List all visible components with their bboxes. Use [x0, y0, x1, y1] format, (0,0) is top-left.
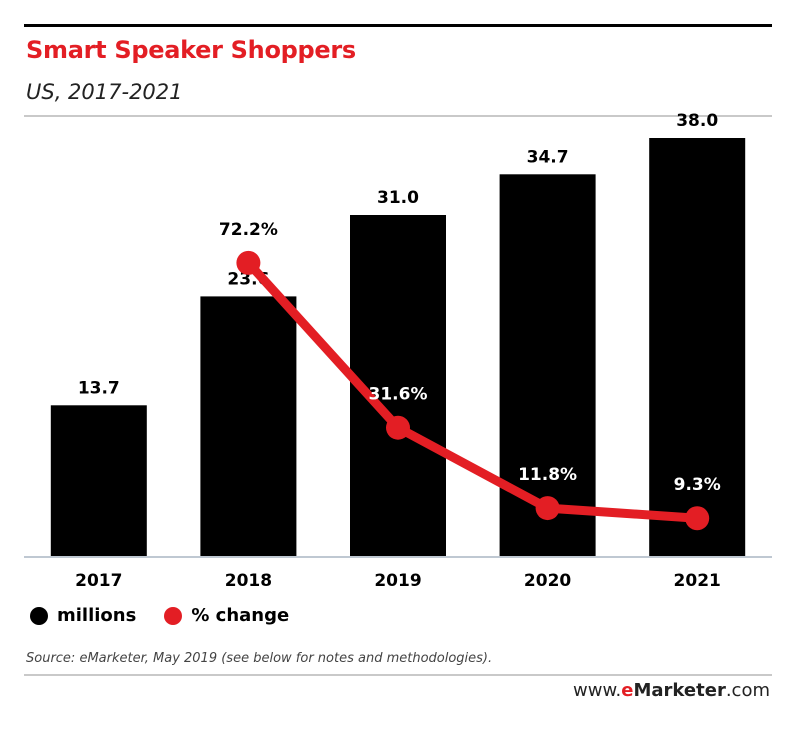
- x-tick-label-2020: 2020: [524, 571, 571, 591]
- legend-item-pct-change: % change: [164, 605, 289, 626]
- pct-change-line: [243, 258, 702, 523]
- x-tick-label-2019: 2019: [374, 571, 421, 591]
- top-rule: [24, 24, 772, 27]
- brand-accent: e: [621, 680, 634, 701]
- brand-main: Marketer: [633, 680, 726, 701]
- bar-2021: [649, 138, 746, 556]
- chart-title: Smart Speaker Shoppers: [26, 36, 356, 64]
- bar-value-label-2017: 13.7: [78, 378, 120, 398]
- legend-swatch-millions: [30, 606, 48, 625]
- legend-label-pct-change: % change: [191, 605, 290, 626]
- bar-value-label-2021: 38.0: [676, 111, 718, 131]
- pct-point-2021: [685, 506, 710, 531]
- brand-suffix: .com: [725, 680, 770, 701]
- chart-legend: millions % change: [30, 605, 317, 626]
- pct-point-2018: [236, 250, 261, 275]
- pct-point-2020: [535, 496, 560, 521]
- bar-value-label-2020: 34.7: [527, 147, 569, 167]
- pct-value-label-2020: 11.8%: [518, 465, 577, 485]
- brand-prefix: www.: [573, 680, 622, 701]
- legend-label-millions: millions: [57, 605, 137, 626]
- brand-url[interactable]: www.eMarketer.com: [573, 680, 770, 701]
- bar-2018: [200, 296, 297, 556]
- pct-value-label-2018: 72.2%: [219, 220, 278, 240]
- subtitle-rule: [24, 115, 772, 117]
- x-tick-label-2018: 2018: [225, 571, 272, 591]
- bar-2019: [350, 215, 446, 556]
- pct-value-label-2021: 9.3%: [674, 475, 721, 495]
- bar-value-label-2019: 31.0: [377, 188, 419, 208]
- bar-2017: [50, 405, 147, 556]
- pct-value-label-2019: 31.6%: [369, 385, 428, 405]
- legend-item-millions: millions: [30, 605, 136, 626]
- chart-subtitle: US, 2017-2021: [26, 80, 183, 104]
- x-tick-label-2021: 2021: [674, 571, 721, 591]
- pct-point-2019: [386, 415, 410, 440]
- bottom-rule: [24, 674, 772, 676]
- legend-swatch-pct-change: [164, 606, 183, 625]
- source-note: Source: eMarketer, May 2019 (see below f…: [26, 651, 493, 666]
- x-tick-label-2017: 2017: [75, 571, 122, 591]
